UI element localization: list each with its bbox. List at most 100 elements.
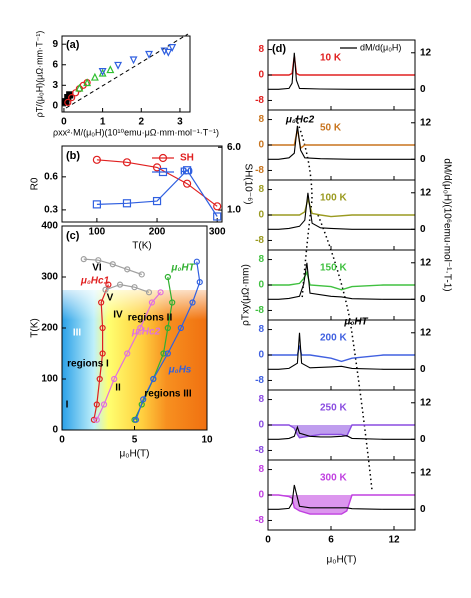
marker xyxy=(193,258,200,265)
y-tick-label: 0 xyxy=(258,140,264,151)
region-label: regions I xyxy=(67,359,109,370)
curve-label: μ₀HT xyxy=(170,263,195,274)
marker xyxy=(150,375,157,383)
x-tick-label: 12 xyxy=(388,535,400,546)
marker xyxy=(114,61,123,70)
y-tick-label: 0 xyxy=(420,294,426,305)
temperature-label: 250 K xyxy=(320,403,347,414)
marker xyxy=(64,98,72,107)
y-tick-label: 0 xyxy=(52,425,58,436)
y-tick-label: 0.3 xyxy=(44,205,58,216)
y-tick-label: 8 xyxy=(258,114,264,125)
marker xyxy=(152,163,162,172)
y-tick-label: 0 xyxy=(258,70,264,81)
marker xyxy=(164,324,171,332)
marker xyxy=(95,257,102,264)
y-tick-label: -8 xyxy=(255,445,264,456)
dm-line xyxy=(268,192,415,230)
marker xyxy=(68,94,76,102)
y-tick-label: 12 xyxy=(420,397,432,408)
y-tick-label: 0 xyxy=(258,420,264,431)
series-line xyxy=(93,284,109,420)
marker xyxy=(80,256,87,263)
y2-axis-label: SH(10⁻⁶) xyxy=(242,163,253,204)
region-label: regions II xyxy=(128,313,173,324)
marker xyxy=(168,44,177,52)
marker xyxy=(98,299,105,306)
marker xyxy=(164,273,171,281)
x-tick-label: 2 xyxy=(138,117,144,128)
marker xyxy=(189,299,196,306)
area xyxy=(268,495,415,515)
x-tick-label: 100 xyxy=(89,227,106,238)
temperature-label: 10 K xyxy=(320,53,342,64)
temperature-label: 150 K xyxy=(320,263,347,274)
y-tick-label: 0.6 xyxy=(44,171,58,182)
marker xyxy=(116,281,124,288)
rho-line xyxy=(268,270,415,291)
temperature-label: 100 K xyxy=(320,193,347,204)
curve-label: μ₀Hc1 xyxy=(80,276,110,287)
annotation: μ₀HT xyxy=(343,317,368,328)
temperature-label: 300 K xyxy=(320,473,347,484)
y-tick-label: 0 xyxy=(420,154,426,165)
marker xyxy=(109,261,116,268)
region-label: I xyxy=(66,400,69,411)
legend-label: R0 xyxy=(180,167,193,178)
y-tick-label: 3 xyxy=(52,80,58,91)
marker xyxy=(75,83,84,92)
x-tick-label: 6 xyxy=(328,535,334,546)
y-tick-label: 0 xyxy=(258,350,264,361)
marker xyxy=(90,72,99,81)
marker xyxy=(129,56,138,65)
panel-label: (b) xyxy=(66,150,80,162)
region-label: V xyxy=(107,293,114,304)
region-label: IV xyxy=(113,310,123,321)
marker xyxy=(98,68,107,77)
marker xyxy=(93,401,100,408)
series-line xyxy=(96,291,162,421)
y-tick-label: 0 xyxy=(52,100,58,111)
panel-label: (a) xyxy=(66,39,80,51)
y-tick-label: 12 xyxy=(420,47,432,58)
temperature-label: 200 K xyxy=(320,333,347,344)
marker xyxy=(105,281,112,288)
y-tick-label: 0 xyxy=(258,490,264,501)
y2-axis-label: dM/d(μ₀H)(10⁶emu·mol⁻¹·T-1) xyxy=(441,158,452,291)
x-tick-label: 10 xyxy=(201,435,213,446)
marker xyxy=(213,212,222,221)
marker xyxy=(93,416,100,423)
series-line xyxy=(83,258,142,276)
plot-frame xyxy=(61,145,223,223)
series-line xyxy=(105,283,150,293)
marker xyxy=(124,266,131,273)
y-tick-label: 0 xyxy=(420,364,426,375)
y-tick-label: -8 xyxy=(255,235,264,246)
marker xyxy=(96,375,103,383)
marker xyxy=(111,375,118,383)
marker xyxy=(177,324,184,332)
y-tick-label: -8 xyxy=(255,165,264,176)
x-tick-label: 0 xyxy=(265,535,271,546)
dm-line xyxy=(268,484,415,510)
y-tick-label: 0 xyxy=(258,210,264,221)
marker xyxy=(122,158,132,167)
y-tick-label: 12 xyxy=(420,117,432,128)
fit-line xyxy=(65,33,189,109)
marker xyxy=(213,202,222,211)
marker xyxy=(71,89,80,97)
dm-line xyxy=(268,332,415,370)
x-tick-label: 1 xyxy=(100,117,106,128)
marker xyxy=(145,289,153,296)
x-axis-label: T(K) xyxy=(132,241,151,252)
marker xyxy=(106,65,115,74)
plot-frame xyxy=(61,35,191,113)
y-tick-label: 0 xyxy=(420,504,426,515)
marker xyxy=(183,179,192,188)
y-tick-label: 0 xyxy=(420,434,426,445)
y-tick-label: 0 xyxy=(258,280,264,291)
y-tick-label: 1.0 xyxy=(227,205,241,216)
rho-line xyxy=(268,55,415,76)
marker xyxy=(98,68,107,76)
series-line xyxy=(96,169,218,217)
